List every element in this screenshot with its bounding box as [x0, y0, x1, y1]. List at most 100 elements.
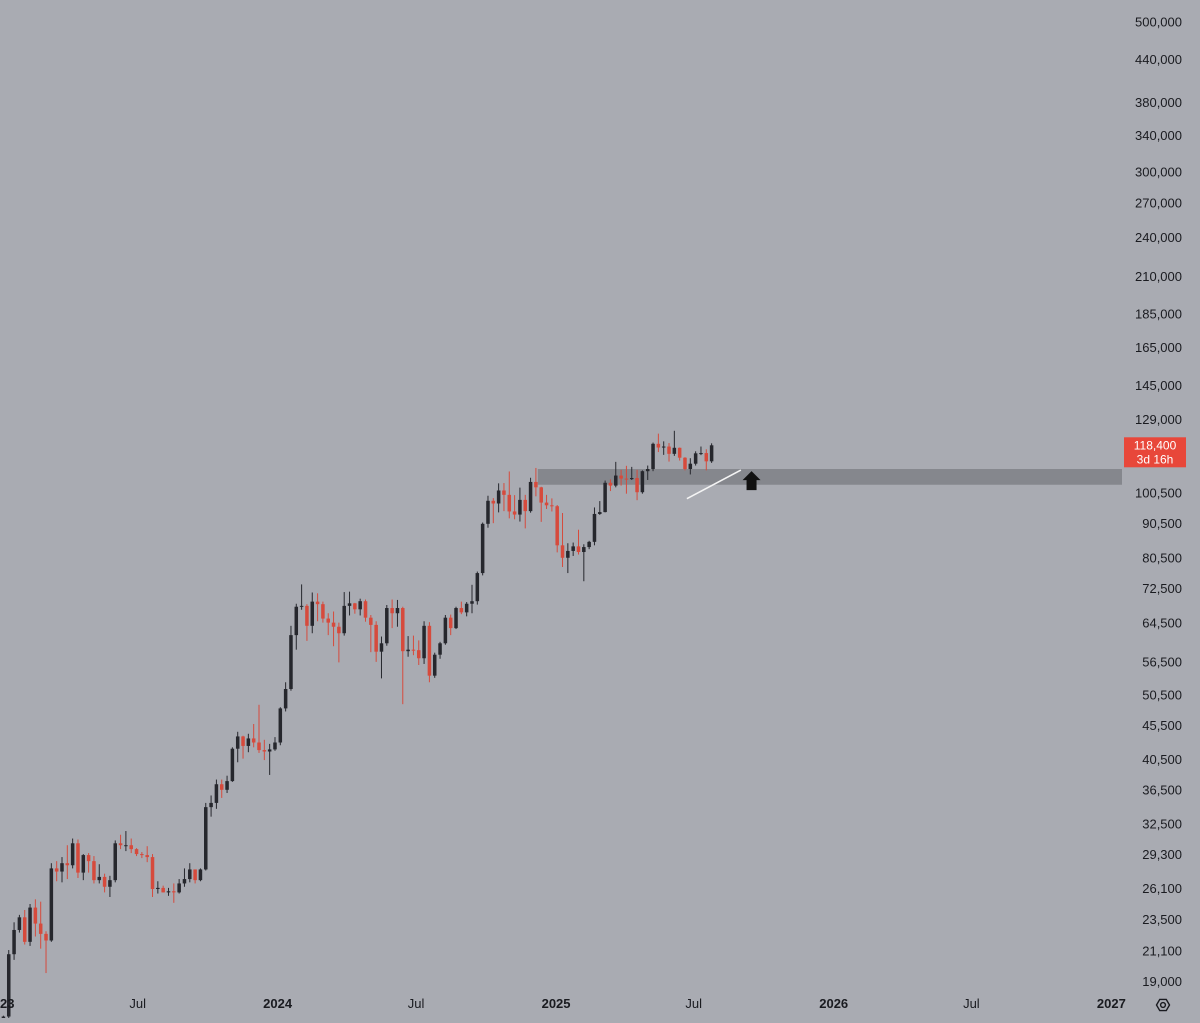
y-tick-label: 500,000 [1135, 15, 1182, 30]
y-tick-label: 80,500 [1142, 551, 1182, 566]
candle [656, 433, 661, 453]
candle-body [385, 608, 389, 644]
candle-body [198, 869, 203, 881]
candle-body [321, 604, 325, 619]
candle [406, 636, 410, 657]
candle-body [209, 802, 213, 808]
up-arrow-icon[interactable] [742, 471, 761, 491]
candle-body [709, 445, 714, 462]
candle-body [661, 446, 666, 448]
candle [22, 909, 27, 945]
candle-body [251, 738, 256, 743]
candle [523, 494, 528, 529]
candle [214, 779, 219, 809]
candle-body [491, 500, 496, 504]
candle [555, 505, 559, 553]
candle-body [667, 446, 671, 454]
candle-body [406, 649, 410, 652]
y-tick-label: 21,100 [1142, 943, 1182, 958]
y-tick-label: 23,500 [1142, 912, 1182, 927]
candle-body [459, 608, 464, 613]
candle-body [598, 512, 602, 514]
candle-body [225, 781, 229, 790]
candle-body [395, 608, 400, 614]
candle [182, 868, 187, 887]
candle [6, 950, 11, 1019]
y-tick-label: 64,500 [1142, 616, 1182, 631]
candle [172, 883, 176, 903]
candle [283, 682, 288, 712]
support-zone[interactable] [537, 469, 1122, 485]
candle-body [193, 869, 197, 881]
candle [385, 605, 389, 646]
candle-body [161, 887, 165, 893]
candle [315, 593, 320, 622]
candle-body [60, 863, 64, 872]
candle [480, 522, 485, 576]
candle-body [603, 482, 607, 513]
settings-gear-icon[interactable] [1155, 998, 1171, 1012]
candle [645, 465, 650, 480]
candle [614, 461, 618, 488]
x-tick-label: 2026 [819, 996, 848, 1011]
x-tick-label: 2023 [0, 996, 14, 1011]
candle-body [592, 513, 597, 542]
candle-body [353, 603, 357, 610]
trendline[interactable] [686, 469, 742, 500]
y-tick-label: 165,000 [1135, 340, 1182, 355]
candle [177, 879, 181, 894]
candle-body [97, 876, 102, 881]
candle [310, 592, 315, 634]
candle-body [102, 876, 107, 887]
candle-body [571, 546, 575, 551]
candle-body [70, 843, 75, 866]
candle-body [65, 863, 70, 866]
candle-body [512, 511, 517, 515]
candle [592, 507, 597, 546]
candle-body [129, 845, 133, 850]
y-tick-label: 50,500 [1142, 687, 1182, 702]
x-tick-label: 2024 [263, 996, 293, 1011]
candle [113, 840, 117, 883]
candle [246, 733, 251, 753]
candle-body [480, 523, 485, 574]
candle-body [683, 457, 687, 470]
candle-body [326, 618, 330, 623]
candle [76, 839, 80, 878]
candle-body [214, 784, 219, 803]
candle-body [576, 546, 581, 553]
candle [305, 604, 309, 641]
candle [667, 443, 671, 462]
candle [395, 599, 400, 627]
candle-body [6, 954, 11, 1017]
candle [257, 704, 261, 753]
candle-body [166, 891, 171, 893]
candle [475, 571, 480, 605]
candle [374, 621, 378, 662]
candle-body [182, 879, 187, 884]
candle [44, 931, 48, 974]
candle-body [416, 650, 421, 659]
candle-body [704, 453, 709, 462]
candle [369, 615, 373, 653]
candle-body [273, 742, 277, 750]
candle-body [38, 923, 43, 934]
candle [145, 846, 149, 863]
candle [629, 466, 634, 480]
candle-body [518, 499, 522, 515]
candle-body [550, 505, 554, 507]
candle [188, 863, 192, 883]
candle [582, 544, 586, 582]
x-tick-label: 2025 [542, 996, 571, 1011]
candle [17, 914, 22, 933]
x-tick-label: Jul [408, 996, 425, 1011]
candle-body [172, 891, 176, 893]
candle-body [475, 573, 480, 602]
candle [491, 498, 496, 524]
candle-body [496, 490, 501, 504]
y-tick-label: 340,000 [1135, 128, 1182, 143]
candle [49, 863, 54, 942]
candle-body [656, 443, 661, 448]
